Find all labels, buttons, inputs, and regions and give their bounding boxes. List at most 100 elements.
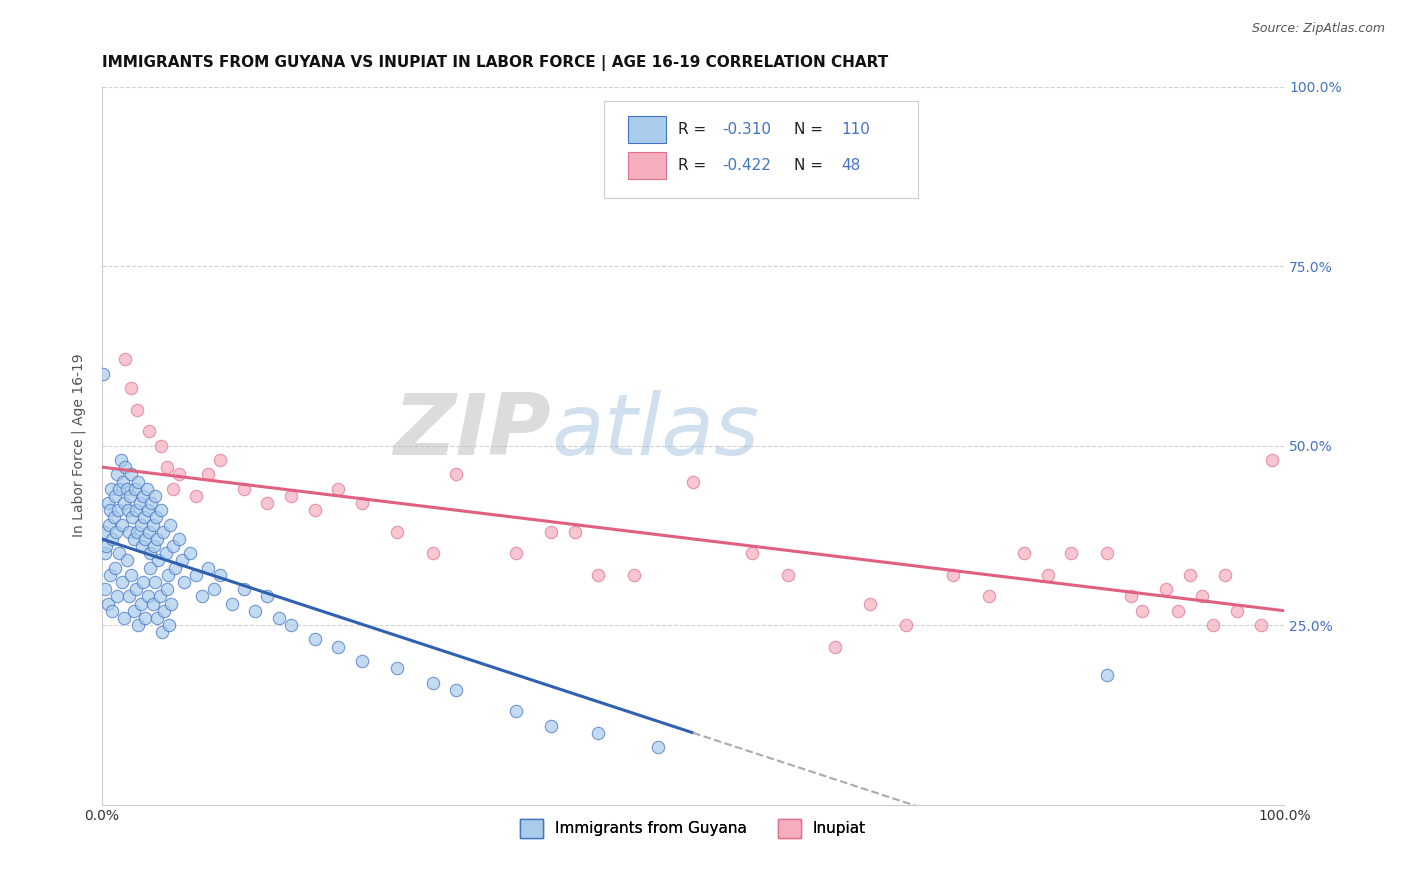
Point xyxy=(245,604,267,618)
Point xyxy=(97,517,120,532)
Point xyxy=(776,567,799,582)
Point xyxy=(1012,546,1035,560)
Point xyxy=(115,553,138,567)
Point xyxy=(139,546,162,560)
Point xyxy=(157,618,180,632)
Point xyxy=(162,539,184,553)
Point xyxy=(208,453,231,467)
Point xyxy=(110,453,132,467)
Text: N =: N = xyxy=(793,122,827,137)
Text: ZIP: ZIP xyxy=(394,390,551,473)
Point xyxy=(142,517,165,532)
Point xyxy=(138,424,160,438)
Point xyxy=(149,503,172,517)
Point xyxy=(101,604,124,618)
Point xyxy=(269,611,291,625)
Point xyxy=(103,510,125,524)
Point xyxy=(108,482,131,496)
Point xyxy=(107,503,129,517)
Point xyxy=(97,496,120,510)
Point xyxy=(150,625,173,640)
Point xyxy=(191,590,214,604)
Point xyxy=(96,539,118,553)
Point xyxy=(112,496,135,510)
Point xyxy=(98,567,121,582)
Point xyxy=(101,532,124,546)
Point xyxy=(304,503,326,517)
Point xyxy=(125,582,148,597)
Point xyxy=(145,510,167,524)
Text: R =: R = xyxy=(678,158,711,173)
Point xyxy=(1191,590,1213,604)
Point xyxy=(350,654,373,668)
Point xyxy=(120,467,142,482)
Point xyxy=(942,567,965,582)
Point xyxy=(121,510,143,524)
Point xyxy=(134,510,156,524)
Point xyxy=(1226,604,1249,618)
Point xyxy=(540,718,562,732)
Point xyxy=(1060,546,1083,560)
Point xyxy=(186,489,208,503)
Point xyxy=(134,611,156,625)
Point xyxy=(162,482,184,496)
Point xyxy=(588,726,610,740)
Point xyxy=(120,489,142,503)
Point xyxy=(114,460,136,475)
Point xyxy=(623,567,645,582)
Point xyxy=(131,539,153,553)
Point xyxy=(152,524,174,539)
Point xyxy=(127,618,149,632)
Point xyxy=(824,640,846,654)
Point xyxy=(104,524,127,539)
Point xyxy=(167,467,190,482)
Text: IMMIGRANTS FROM GUYANA VS INUPIAT IN LABOR FORCE | AGE 16-19 CORRELATION CHART: IMMIGRANTS FROM GUYANA VS INUPIAT IN LAB… xyxy=(101,55,889,71)
Point xyxy=(1178,567,1201,582)
Point xyxy=(142,597,165,611)
Point xyxy=(115,482,138,496)
Point xyxy=(91,367,114,381)
Point xyxy=(120,381,142,395)
Point xyxy=(328,640,350,654)
Point xyxy=(100,482,122,496)
Text: 48: 48 xyxy=(841,158,860,173)
Point xyxy=(446,682,468,697)
Point xyxy=(112,611,135,625)
Text: Source: ZipAtlas.com: Source: ZipAtlas.com xyxy=(1251,22,1385,36)
Point xyxy=(148,553,170,567)
Point xyxy=(540,524,562,539)
Point xyxy=(127,475,149,489)
FancyBboxPatch shape xyxy=(605,101,918,198)
Point xyxy=(446,467,468,482)
Point xyxy=(111,517,134,532)
Point xyxy=(1213,567,1236,582)
Point xyxy=(139,560,162,574)
Point xyxy=(129,517,152,532)
Point xyxy=(1202,618,1225,632)
Point xyxy=(142,539,165,553)
Text: R =: R = xyxy=(678,122,711,137)
Legend: Immigrants from Guyana, Inupiat: Immigrants from Guyana, Inupiat xyxy=(515,813,872,844)
Point xyxy=(588,567,610,582)
Point xyxy=(197,560,219,574)
Point xyxy=(98,503,121,517)
Point xyxy=(173,574,195,589)
Point xyxy=(146,611,169,625)
Point xyxy=(156,460,179,475)
Point xyxy=(208,567,231,582)
Point xyxy=(1095,668,1118,682)
Point xyxy=(127,402,149,417)
Point xyxy=(97,597,120,611)
Point xyxy=(118,590,141,604)
Point xyxy=(143,574,166,589)
Point xyxy=(156,582,179,597)
Text: -0.422: -0.422 xyxy=(723,158,772,173)
Point xyxy=(153,604,176,618)
Point xyxy=(108,546,131,560)
Point xyxy=(186,567,208,582)
Point xyxy=(387,524,409,539)
Point xyxy=(232,582,254,597)
Point xyxy=(977,590,1000,604)
Point xyxy=(1167,604,1189,618)
Point xyxy=(132,574,155,589)
